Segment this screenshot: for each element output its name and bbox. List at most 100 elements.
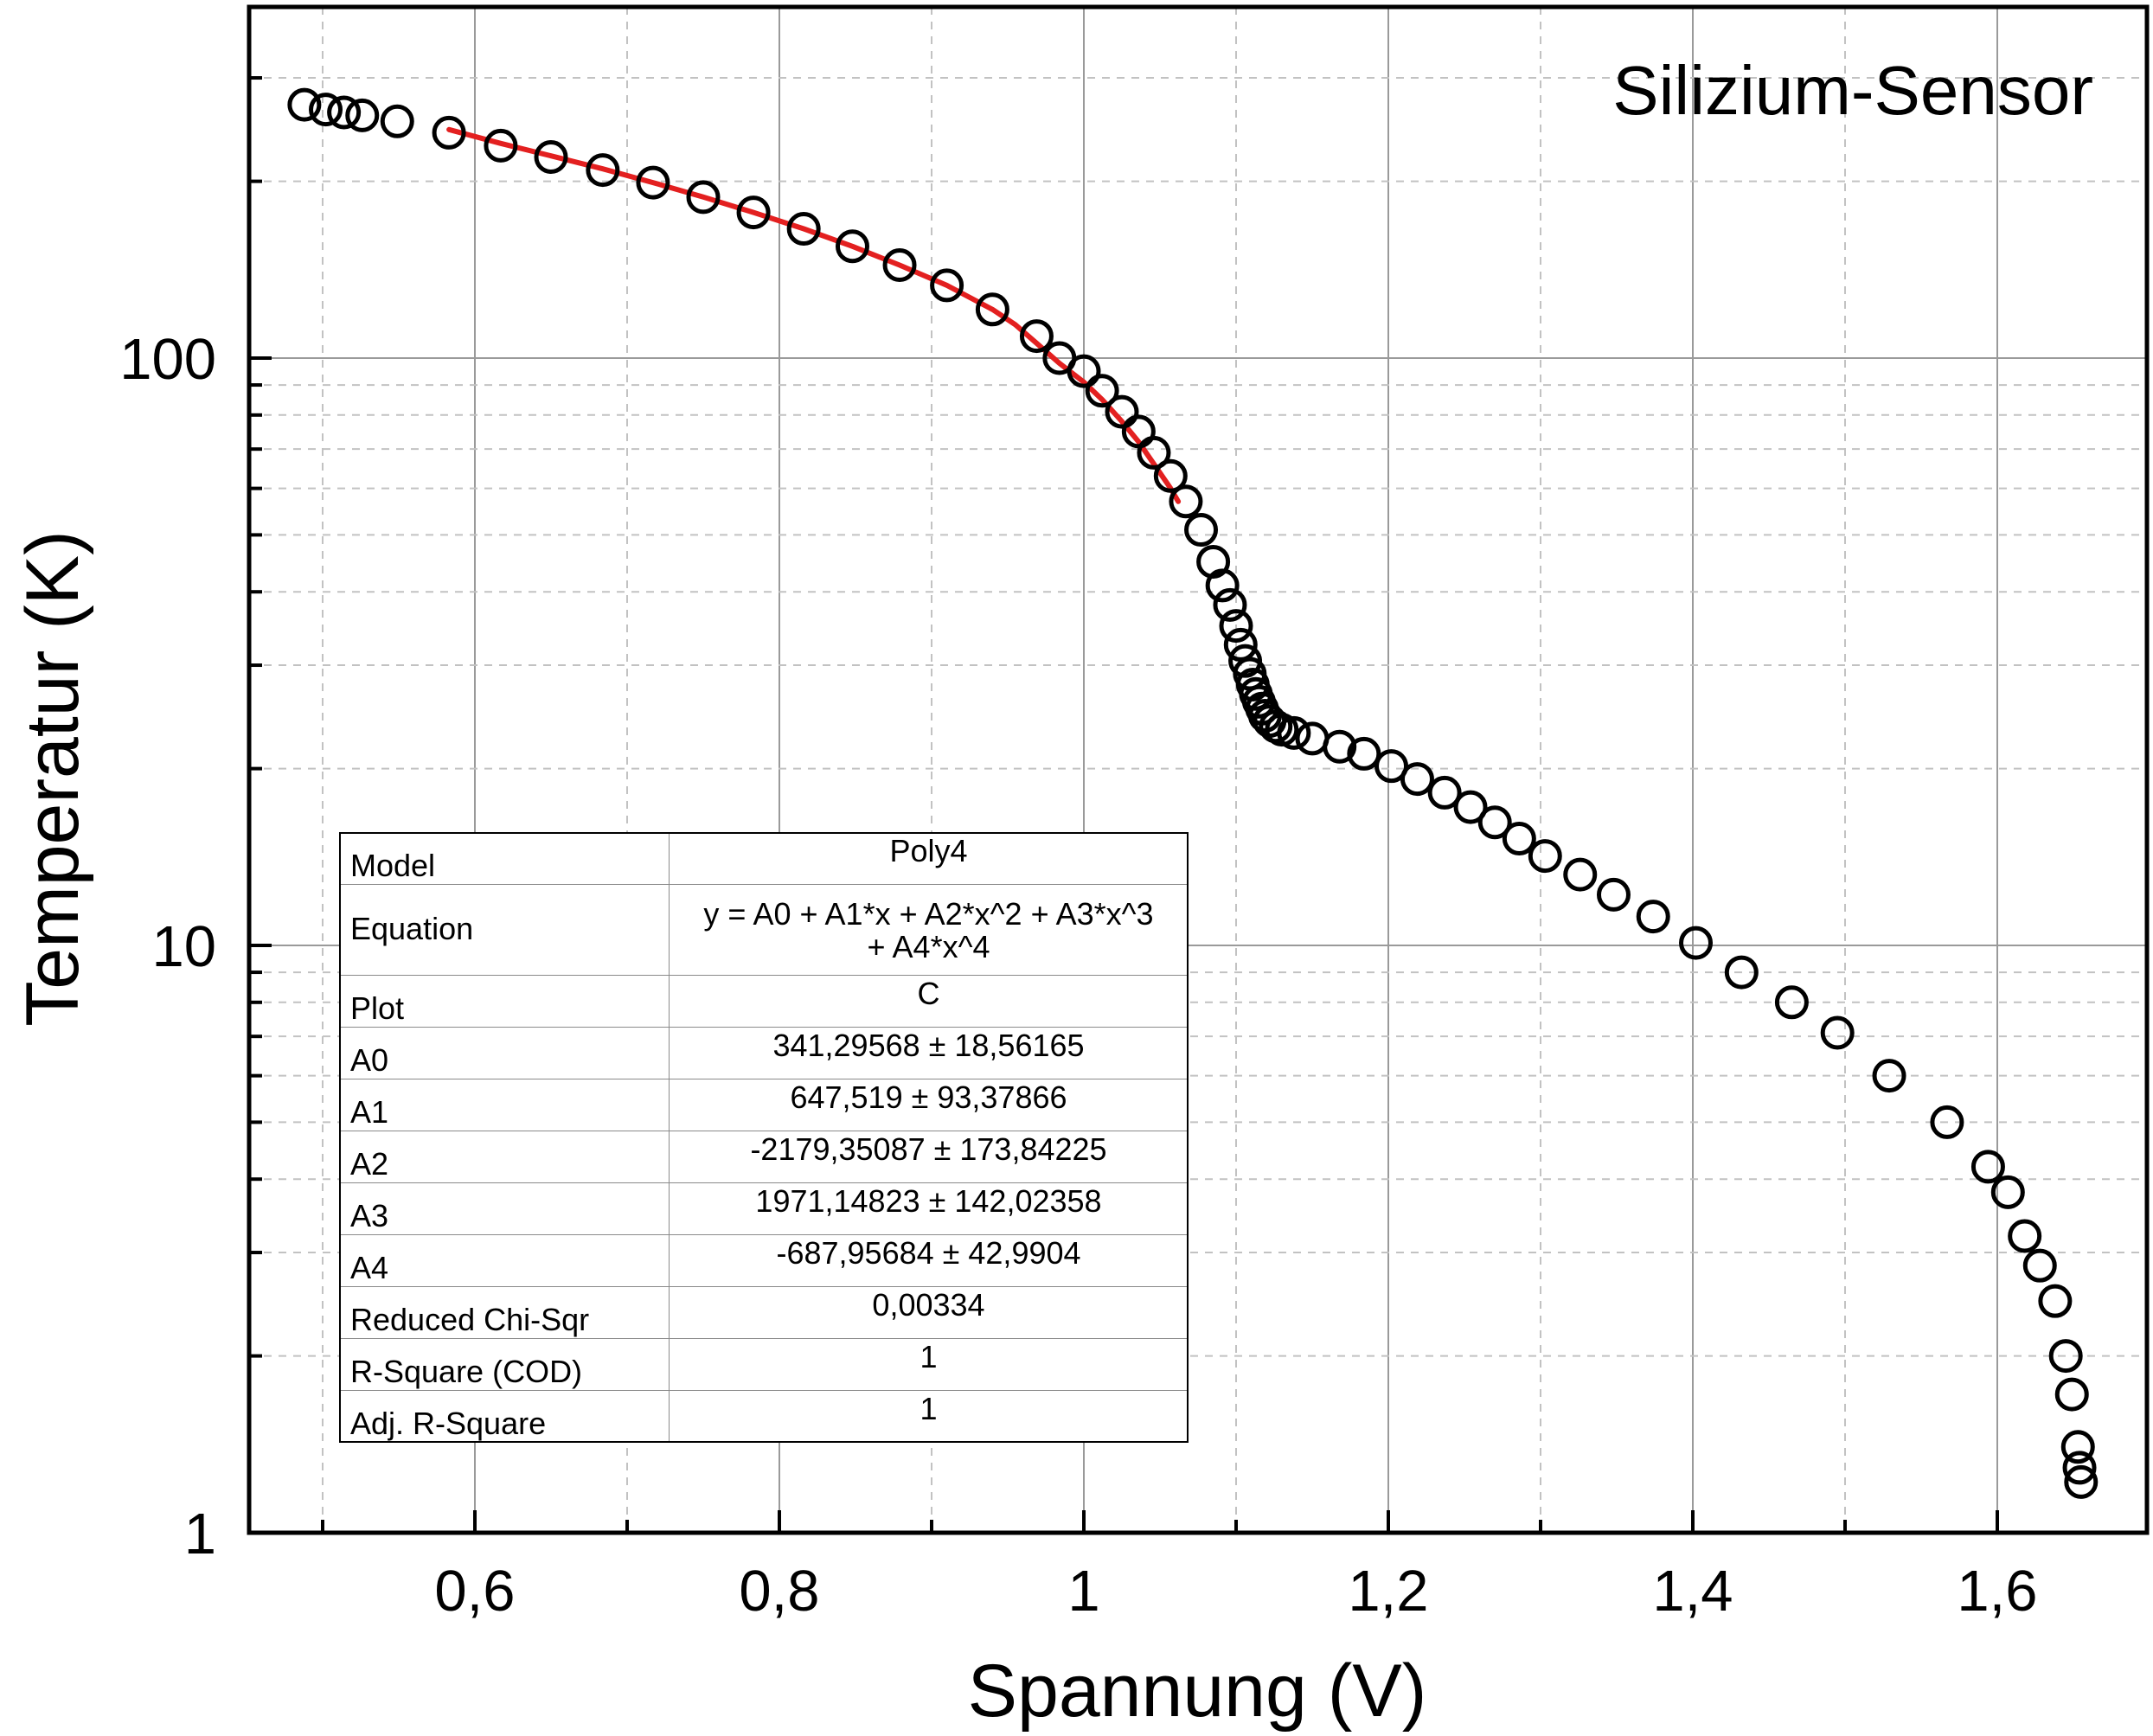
y-tick-labels: 1 10 100 xyxy=(119,327,216,1566)
data-point xyxy=(1400,762,1434,797)
fit-table-key: A0 xyxy=(339,1027,670,1079)
data-point xyxy=(2048,1339,2083,1374)
fit-table-row: Adj. R-Square 1 xyxy=(339,1390,1189,1443)
data-point xyxy=(1990,1175,2025,1209)
data-point xyxy=(686,180,721,215)
data-point xyxy=(975,292,1009,327)
data-point xyxy=(1374,749,1409,784)
fit-table-value-line: 1 xyxy=(920,1339,938,1374)
plot-frame xyxy=(247,4,2150,1535)
data-point xyxy=(1563,857,1598,892)
data-point xyxy=(1596,877,1631,912)
data-point xyxy=(2060,1430,2095,1464)
data-point xyxy=(1528,839,1562,874)
fit-table-value: C xyxy=(669,975,1189,1028)
fit-table-value-line: 0,00334 xyxy=(872,1287,985,1323)
fit-table-key: Model xyxy=(339,832,670,885)
fit-table-row: Reduced Chi-Sqr 0,00334 xyxy=(339,1286,1189,1339)
fit-table-value-line: + A4*x^4 xyxy=(867,929,990,964)
data-point xyxy=(1427,775,1462,810)
fit-curve xyxy=(446,126,1182,504)
x-tick-label: 1,6 xyxy=(1957,1559,2037,1624)
fit-table-row: A1 647,519 ± 93,37866 xyxy=(339,1079,1189,1131)
data-point xyxy=(1453,790,1488,824)
data-point xyxy=(1085,374,1119,408)
x-tick-label: 1,4 xyxy=(1652,1559,1733,1624)
data-point xyxy=(1223,627,1258,662)
fit-table-value: 1971,14823 ± 142,02358 xyxy=(669,1182,1189,1235)
data-point xyxy=(1477,805,1512,840)
data-point xyxy=(1820,1015,1855,1050)
x-axis-title: Spannung (V) xyxy=(968,1650,1427,1733)
fit-table-value-line: -2179,35087 ± 173,84225 xyxy=(750,1131,1107,1167)
fit-table-value: -2179,35087 ± 173,84225 xyxy=(669,1131,1189,1183)
data-point xyxy=(1970,1150,2005,1184)
data-points xyxy=(287,87,2099,1499)
fit-table-value: 1 xyxy=(669,1338,1189,1391)
data-point xyxy=(1636,900,1670,934)
fit-table-row: A4 -687,95684 ± 42,9904 xyxy=(339,1234,1189,1287)
fit-table-key: R-Square (COD) xyxy=(339,1338,670,1391)
fit-table-row: R-Square (COD) 1 xyxy=(339,1338,1189,1391)
data-point xyxy=(1930,1105,1964,1139)
data-point xyxy=(432,115,466,150)
y-tick-label: 1 xyxy=(184,1502,216,1566)
data-point xyxy=(1347,736,1381,771)
x-tick-label: 0,6 xyxy=(434,1559,515,1624)
data-point xyxy=(2062,1451,2097,1485)
data-point xyxy=(2054,1377,2089,1412)
data-point xyxy=(1219,609,1253,644)
fit-results-table: Model Poly4 Equation y = A0 + A1*x + A2*x^2… xyxy=(339,832,1189,1443)
fit-table-value: Poly4 xyxy=(669,832,1189,885)
data-point xyxy=(835,229,869,264)
fit-table-key: Plot xyxy=(339,975,670,1028)
data-point xyxy=(1184,513,1219,548)
data-point xyxy=(1169,484,1203,519)
data-point xyxy=(380,104,414,138)
data-point xyxy=(534,139,568,174)
data-point xyxy=(636,165,670,200)
data-point xyxy=(882,247,917,282)
data-point xyxy=(1019,319,1054,354)
fit-table-value-line: -687,95684 ± 42,9904 xyxy=(776,1235,1081,1271)
fit-table-row: Equation y = A0 + A1*x + A2*x^2 + A3*x^3 +… xyxy=(339,884,1189,976)
fit-table-value: 1 xyxy=(669,1390,1189,1443)
fit-table-key: Equation xyxy=(339,884,670,976)
fit-table-key: A3 xyxy=(339,1182,670,1235)
plot-title: Silizium-Sensor xyxy=(1612,52,2093,129)
data-point xyxy=(484,128,518,163)
data-point xyxy=(2038,1284,2073,1318)
data-point xyxy=(2064,1464,2099,1499)
x-tick-labels: 0,6 0,8 1 1,2 1,4 1,6 xyxy=(434,1559,2037,1624)
data-point xyxy=(2022,1248,2057,1283)
data-point xyxy=(1137,435,1171,470)
fit-line xyxy=(446,126,1182,504)
fit-table-row: Plot C xyxy=(339,975,1189,1028)
y-tick-label: 100 xyxy=(119,327,216,392)
fit-table-value-line: 341,29568 ± 18,56165 xyxy=(772,1028,1085,1063)
data-point xyxy=(586,153,620,188)
data-point xyxy=(930,268,964,303)
data-point xyxy=(1153,458,1188,493)
data-point xyxy=(309,93,343,127)
fit-table-value-line: 647,519 ± 93,37866 xyxy=(790,1079,1067,1115)
x-tick-label: 1,2 xyxy=(1348,1559,1428,1624)
data-point xyxy=(736,195,771,230)
data-point xyxy=(345,98,380,132)
data-point xyxy=(1679,926,1714,960)
fit-table-value-line: 1 xyxy=(920,1391,938,1426)
fit-table-value: 0,00334 xyxy=(669,1286,1189,1339)
x-tick-label: 0,8 xyxy=(739,1559,819,1624)
data-point xyxy=(1213,587,1247,622)
data-point xyxy=(1774,985,1809,1020)
fit-table-value-line: C xyxy=(917,976,940,1011)
data-point xyxy=(2008,1219,2042,1253)
data-point xyxy=(1105,394,1139,429)
data-point xyxy=(1277,715,1311,750)
fit-table-row: A3 1971,14823 ± 142,02358 xyxy=(339,1182,1189,1235)
y-axis-title: Temperatur (K) xyxy=(11,530,94,1027)
fit-table-value: 341,29568 ± 18,56165 xyxy=(669,1027,1189,1079)
x-tick-label: 1 xyxy=(1067,1559,1099,1624)
data-point xyxy=(1323,729,1357,764)
fit-table-key: Adj. R-Square xyxy=(339,1390,670,1443)
